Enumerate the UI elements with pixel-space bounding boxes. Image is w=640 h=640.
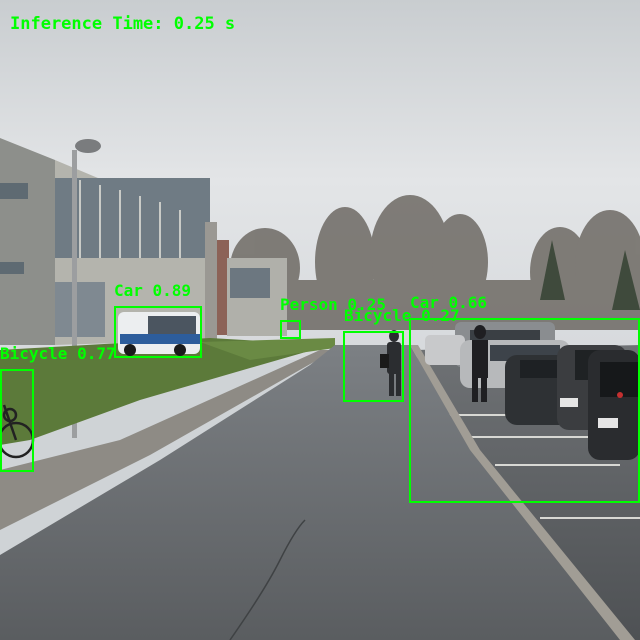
white-van: [118, 312, 200, 356]
evergreen-trees: [540, 240, 640, 310]
cyclist: [380, 330, 401, 396]
lamp-post: [72, 139, 101, 438]
standing-person: [472, 325, 488, 402]
school-building: [0, 138, 287, 345]
lawn: [0, 338, 330, 445]
road: [0, 345, 620, 640]
left-sidewalk: [0, 350, 335, 530]
curb: [410, 345, 635, 640]
